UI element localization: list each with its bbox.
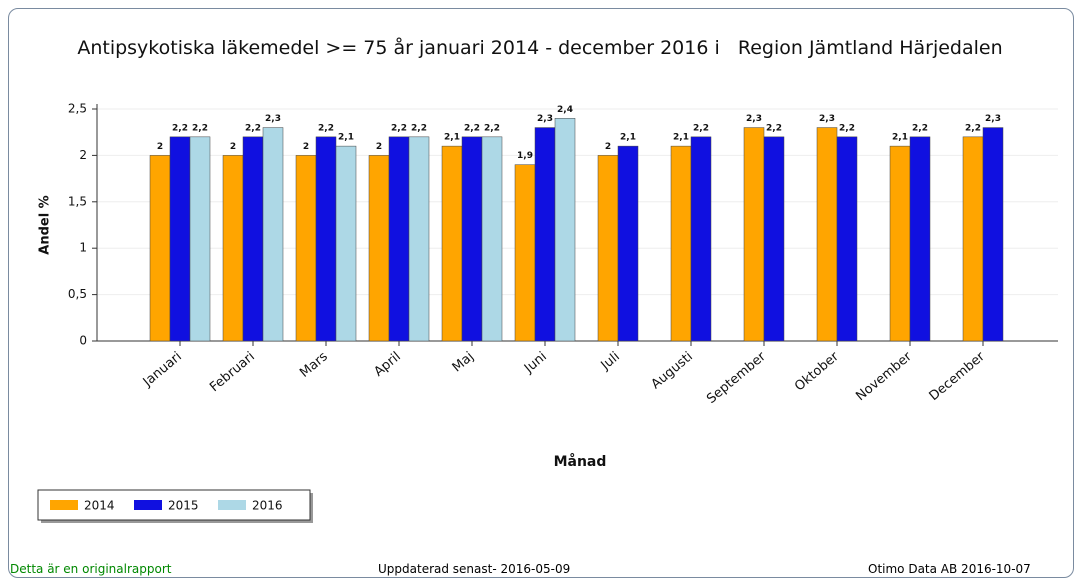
bar bbox=[189, 136, 211, 342]
data-label: 2 bbox=[303, 142, 309, 152]
data-label: 2,2 bbox=[318, 123, 334, 133]
bar bbox=[169, 136, 191, 342]
y-axis-label: Andel % bbox=[38, 195, 53, 254]
data-label: 2,1 bbox=[338, 133, 354, 143]
bar bbox=[242, 136, 264, 342]
bar bbox=[597, 155, 619, 342]
bar bbox=[670, 145, 692, 342]
bar bbox=[836, 136, 858, 342]
frame bbox=[8, 8, 1074, 578]
data-label: 2,3 bbox=[537, 114, 553, 124]
x-tick-label: December bbox=[927, 349, 989, 404]
bar bbox=[441, 145, 463, 342]
data-label: 2,2 bbox=[693, 123, 709, 133]
legend-label: 2016 bbox=[252, 499, 283, 513]
data-label: 2,3 bbox=[985, 114, 1001, 124]
bar bbox=[554, 118, 576, 342]
data-label: 2,2 bbox=[245, 123, 261, 133]
data-label: 2,2 bbox=[766, 123, 782, 133]
x-tick-label: Mars bbox=[297, 349, 331, 381]
data-label: 2,2 bbox=[464, 123, 480, 133]
data-label: 1,9 bbox=[517, 151, 533, 161]
legend-swatch bbox=[218, 500, 246, 510]
bar bbox=[514, 164, 536, 342]
data-label: 2,2 bbox=[411, 123, 427, 133]
data-label: 2,1 bbox=[673, 133, 689, 143]
bar bbox=[909, 136, 931, 342]
data-label: 2,4 bbox=[557, 105, 573, 115]
footer-left: Detta är en originalrapport bbox=[10, 562, 172, 576]
data-label: 2,2 bbox=[391, 123, 407, 133]
data-label: 2,2 bbox=[965, 123, 981, 133]
bar bbox=[388, 136, 410, 342]
bar bbox=[481, 136, 503, 342]
data-label: 2,3 bbox=[819, 114, 835, 124]
data-label: 2,2 bbox=[912, 123, 928, 133]
x-tick-label: Juni bbox=[521, 349, 550, 377]
x-tick-label: November bbox=[853, 349, 915, 404]
data-label: 2,2 bbox=[192, 123, 208, 133]
y-tick-label: 2,5 bbox=[68, 102, 87, 116]
y-tick-label: 0 bbox=[79, 334, 87, 348]
bar bbox=[295, 155, 317, 342]
legend-swatch bbox=[134, 500, 162, 510]
bar bbox=[534, 127, 556, 342]
data-label: 2 bbox=[376, 142, 382, 152]
data-label: 2 bbox=[605, 142, 611, 152]
chart-title: Antipsykotiska läkemedel >= 75 år januar… bbox=[77, 37, 1003, 59]
legend-label: 2014 bbox=[84, 499, 115, 513]
bar bbox=[763, 136, 785, 342]
bar bbox=[335, 145, 357, 342]
x-tick-label: Januari bbox=[140, 349, 185, 390]
bar bbox=[315, 136, 337, 342]
data-label: 2 bbox=[230, 142, 236, 152]
bar bbox=[743, 127, 765, 342]
data-label: 2,2 bbox=[484, 123, 500, 133]
data-label: 2,3 bbox=[746, 114, 762, 124]
bar bbox=[368, 155, 390, 342]
bar bbox=[962, 136, 984, 342]
y-tick-label: 1,5 bbox=[68, 194, 87, 208]
y-tick-label: 0,5 bbox=[68, 287, 87, 301]
data-label: 2 bbox=[157, 142, 163, 152]
data-label: 2,3 bbox=[265, 114, 281, 124]
x-tick-label: Juli bbox=[598, 349, 623, 374]
data-label: 2,1 bbox=[444, 133, 460, 143]
x-tick-label: April bbox=[371, 349, 403, 380]
bar bbox=[617, 145, 639, 342]
legend-swatch bbox=[50, 500, 78, 510]
bar bbox=[408, 136, 430, 342]
footer-right: Otimo Data AB 2016-10-07 bbox=[868, 562, 1031, 576]
x-axis-label: Månad bbox=[554, 453, 607, 470]
data-label: 2,2 bbox=[839, 123, 855, 133]
data-label: 2,1 bbox=[892, 133, 908, 143]
legend-box bbox=[37, 489, 311, 521]
x-tick-label: Februari bbox=[207, 349, 258, 395]
x-tick-label: Augusti bbox=[649, 349, 696, 392]
x-tick-label: Oktober bbox=[792, 349, 842, 395]
y-tick-label: 2 bbox=[79, 148, 87, 162]
footer-center: Uppdaterad senast- 2016-05-09 bbox=[378, 562, 571, 576]
bar bbox=[222, 155, 244, 342]
y-tick-label: 1 bbox=[79, 241, 87, 255]
data-label: 2,2 bbox=[172, 123, 188, 133]
bar bbox=[816, 127, 838, 342]
bar bbox=[149, 155, 171, 342]
bar bbox=[889, 145, 911, 342]
bar bbox=[690, 136, 712, 342]
data-label: 2,1 bbox=[620, 133, 636, 143]
bar bbox=[461, 136, 483, 342]
bar bbox=[982, 127, 1004, 342]
bar bbox=[262, 127, 284, 342]
legend-label: 2015 bbox=[168, 499, 199, 513]
x-tick-label: Maj bbox=[450, 349, 477, 375]
x-tick-label: September bbox=[704, 349, 769, 407]
